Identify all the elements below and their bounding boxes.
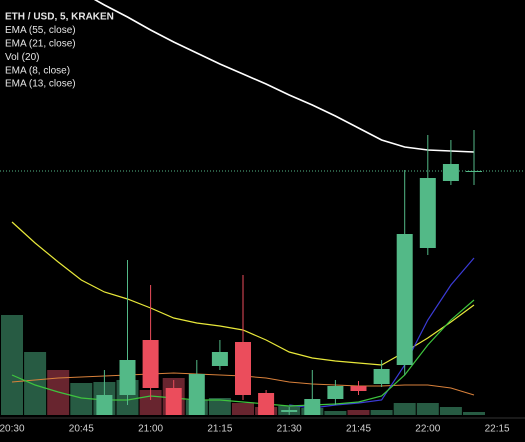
legend-entry: Vol (20) <box>5 52 39 63</box>
candle-body <box>396 234 413 365</box>
candle-body <box>258 393 275 415</box>
volume-bar <box>70 383 93 415</box>
ema-line <box>93 0 475 153</box>
x-tick-label: 20:45 <box>69 424 94 435</box>
volume-bar <box>208 398 231 415</box>
volume-bar <box>370 410 393 415</box>
legend-entry: EMA (21, close) <box>5 39 76 50</box>
x-tick-label: 21:00 <box>138 424 163 435</box>
candle-body <box>165 388 182 415</box>
chart-title: ETH / USD, 5, KRAKEN <box>5 12 114 23</box>
legend-entry: EMA (13, close) <box>5 79 76 90</box>
x-axis: 20:30 20:45 21:00 21:15 21:30 21:45 22:00 22:15 <box>0 424 510 435</box>
volume-bar <box>439 407 462 415</box>
candle-body <box>442 164 459 181</box>
x-tick-label: 22:00 <box>415 424 440 435</box>
candle-body <box>350 386 367 391</box>
volume-bar <box>24 352 47 415</box>
candle-body <box>419 178 436 248</box>
volume-bar <box>324 411 347 415</box>
candle-body <box>281 410 298 412</box>
volume-bar <box>232 403 254 415</box>
candle-body <box>304 399 321 415</box>
volume-bar <box>393 403 416 415</box>
x-tick-label: 21:30 <box>277 424 302 435</box>
candle-body <box>373 369 390 384</box>
volume-bar <box>347 410 370 415</box>
legend: ETH / USD, 5, KRAKEN EMA (55, close) EMA … <box>5 12 114 90</box>
candle-body <box>119 360 136 395</box>
x-tick-label: 21:15 <box>207 424 232 435</box>
x-tick-label: 22:15 <box>485 424 510 435</box>
candle-body <box>142 340 159 388</box>
candle-body <box>188 374 205 415</box>
x-tick-label: 20:30 <box>0 424 25 435</box>
plot-area <box>0 0 525 415</box>
ema-line <box>11 299 475 407</box>
candle-body <box>96 395 113 415</box>
legend-entry: EMA (8, close) <box>5 65 70 76</box>
x-tick-label: 21:45 <box>346 424 371 435</box>
legend-entry: EMA (55, close) <box>5 25 76 36</box>
volume-bar <box>1 315 23 415</box>
candle-body <box>235 342 251 395</box>
candle-body <box>327 386 344 399</box>
volume-bar <box>463 412 485 415</box>
candle-body <box>211 352 228 366</box>
volume-bar <box>416 403 439 415</box>
